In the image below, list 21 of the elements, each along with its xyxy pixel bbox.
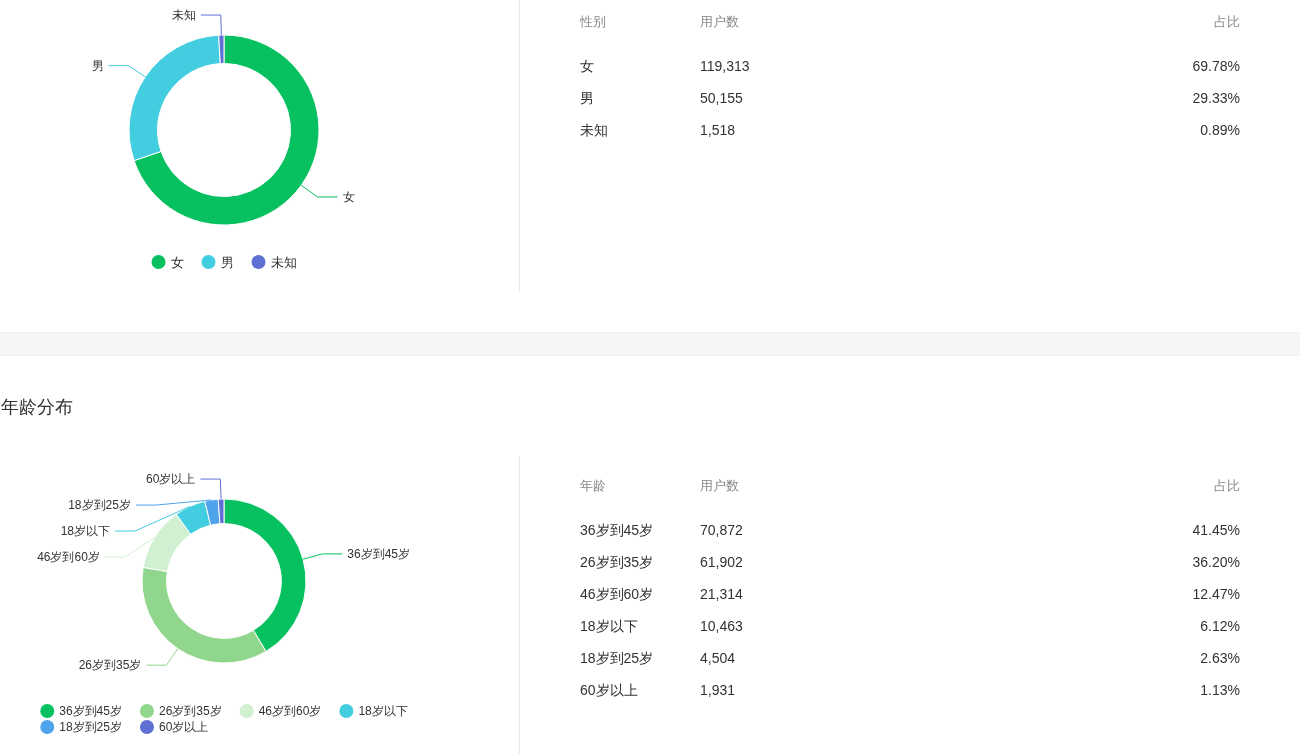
- slice-label: 36岁到45岁: [347, 546, 411, 561]
- slice-label: 未知: [171, 8, 196, 23]
- legend-label: 女: [170, 254, 184, 270]
- slice-label: 18岁以下: [60, 524, 111, 539]
- legend-label: 18岁以下: [358, 704, 408, 718]
- legend-label: 18岁到25岁: [59, 720, 122, 734]
- slice-label: 26岁到35岁: [78, 658, 142, 673]
- chart-title: 年龄分布: [1, 397, 73, 417]
- legend-label: 未知: [270, 254, 297, 270]
- legend-label: 60岁以上: [158, 720, 209, 734]
- legend-label: 26岁到35岁: [158, 704, 222, 718]
- slice-label: 男: [91, 58, 104, 73]
- legend-label: 男: [220, 254, 234, 270]
- slice-label: 18岁到25岁: [68, 498, 131, 513]
- legend-label: 46岁到60岁: [258, 704, 322, 718]
- slice-label: 46岁到60岁: [37, 550, 100, 565]
- legend-label: 36岁到45岁: [59, 704, 122, 718]
- table: 年龄 用户数 占比 36岁到45岁 70,872 41.45% 26岁到35岁 61,902 36.20% 46岁到60岁 21,314 12.47% 18岁以下 10,463 6.12% 18岁到25岁 4,504 2.63% 60岁以上 1,931 1.13%: [580, 477, 1240, 698]
- slice-label: 60岁以上: [146, 472, 196, 487]
- slice-label: 女: [342, 189, 355, 204]
- table: 性别 用户数 占比 女 119,313 69.78% 男 50,155 29.33% 未知 1,518 0.89%: [580, 13, 1240, 138]
